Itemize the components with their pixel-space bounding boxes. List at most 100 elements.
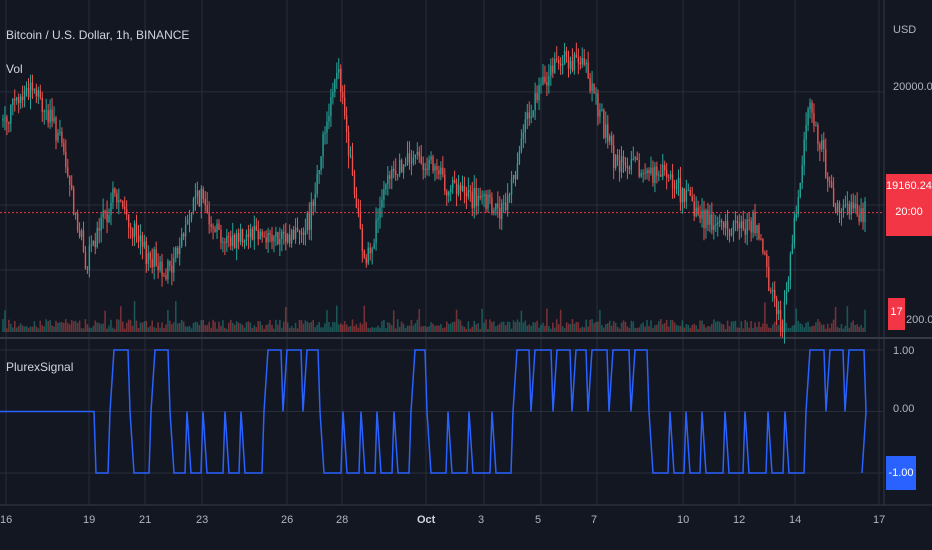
candle-body	[573, 54, 576, 71]
volume-bar	[801, 324, 803, 332]
volume-bar	[316, 324, 318, 332]
volume-bar	[691, 324, 694, 332]
volume-bar	[534, 322, 536, 332]
volume-bar	[13, 320, 16, 332]
volume-bar	[255, 327, 258, 332]
candle-body	[29, 82, 32, 98]
candle-body	[548, 75, 550, 86]
volume-bar	[271, 324, 273, 332]
volume-bar	[559, 309, 562, 332]
volume-bar	[632, 321, 635, 332]
candle-body	[122, 200, 124, 207]
volume-bar	[663, 323, 666, 332]
symbol-legend[interactable]: Bitcoin / U.S. Dollar, 1h, BINANCE	[6, 28, 190, 42]
volume-bar	[385, 328, 387, 332]
candle-body	[338, 68, 340, 73]
candle-body	[39, 90, 41, 98]
candle-body	[90, 244, 93, 246]
candle-body	[683, 188, 686, 202]
volume-bar	[76, 323, 79, 332]
volume-bar	[47, 321, 49, 332]
candle-body	[67, 167, 69, 176]
candle-body	[51, 109, 53, 122]
candle-body	[395, 171, 397, 175]
volume-bar	[520, 310, 523, 332]
volume-bar	[336, 305, 338, 332]
volume-bar	[760, 326, 762, 332]
candle-body	[373, 243, 375, 249]
candle-body	[167, 260, 169, 280]
volume-bar	[616, 326, 619, 332]
candle-body	[196, 190, 199, 196]
candle-body	[263, 236, 265, 238]
candle-body	[61, 131, 63, 143]
candle-body	[542, 76, 544, 85]
volume-bar	[74, 320, 77, 332]
volume-bar	[638, 327, 640, 332]
candle-body	[685, 190, 688, 202]
volume-bar	[19, 323, 22, 332]
volume-bar	[290, 325, 293, 332]
volume-bar	[286, 322, 289, 332]
volume-bar	[194, 321, 197, 332]
volume-bar	[151, 320, 154, 332]
volume-bar	[762, 323, 764, 332]
volume-bar	[263, 328, 265, 332]
candle-body	[479, 195, 481, 198]
volume-bar	[402, 323, 405, 332]
volume-bar	[82, 328, 85, 332]
volume-legend[interactable]: Vol	[6, 62, 23, 76]
volume-bar	[306, 321, 309, 332]
volume-bar	[832, 319, 835, 332]
candle-body	[561, 64, 564, 66]
candle-body	[450, 188, 452, 192]
candle-body	[768, 267, 770, 291]
indicator-legend[interactable]: PlurexSignal	[6, 360, 74, 374]
volume-bar	[667, 326, 670, 332]
volume-bar	[750, 321, 752, 332]
candle-body	[811, 102, 813, 113]
volume-bar	[819, 321, 821, 332]
volume-bar	[830, 323, 833, 332]
candle-body	[609, 136, 611, 142]
volume-bar	[644, 326, 646, 332]
volume-bar	[734, 320, 737, 332]
volume-bar	[383, 319, 385, 332]
candle-body	[508, 194, 511, 196]
volume-bar	[343, 321, 346, 332]
volume-bar	[524, 320, 527, 332]
candle-body	[664, 164, 666, 171]
volume-bar	[434, 325, 436, 332]
candle-body	[194, 195, 197, 199]
volume-bar	[799, 323, 802, 332]
volume-bar	[834, 306, 837, 332]
candle-body	[758, 225, 760, 239]
candle-body	[349, 155, 352, 157]
time-axis-tick: 23	[196, 514, 209, 526]
volume-bar	[4, 310, 6, 332]
candle-body	[367, 247, 369, 264]
candle-body	[530, 116, 532, 119]
volume-bar	[495, 326, 497, 332]
candle-body	[852, 202, 854, 209]
candle-body	[504, 202, 507, 211]
candle-body	[184, 224, 187, 237]
candle-body	[444, 174, 446, 192]
volume-bar	[284, 307, 287, 332]
candle-body	[544, 76, 546, 83]
volume-bar	[485, 319, 487, 332]
volume-bar	[49, 319, 51, 332]
volume-bar	[652, 327, 654, 332]
candle-body	[432, 156, 434, 171]
volume-bar	[390, 325, 393, 332]
time-axis-tick: 14	[789, 514, 802, 526]
volume-bar	[35, 326, 38, 332]
candle-body	[328, 116, 330, 122]
candle-body	[481, 195, 483, 198]
volume-bar	[387, 322, 389, 332]
candle-body	[844, 204, 847, 206]
candle-body	[461, 186, 464, 191]
candle-body	[235, 233, 238, 249]
